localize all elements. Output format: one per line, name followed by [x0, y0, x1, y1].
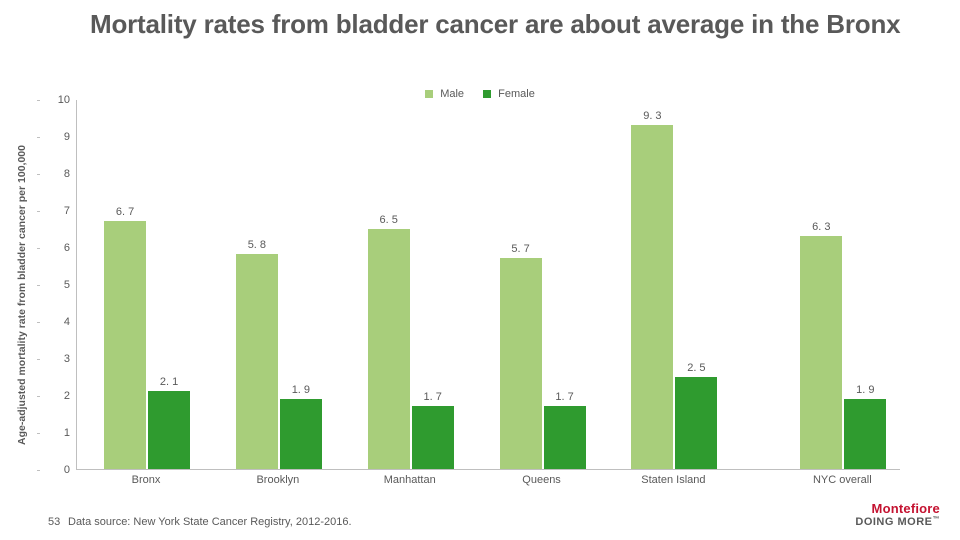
bar-value-label: 5. 8	[236, 239, 278, 251]
legend-label-female: Female	[498, 88, 535, 100]
category-label: Manhattan	[350, 474, 470, 486]
legend-swatch-male	[425, 90, 433, 98]
bar	[631, 125, 673, 469]
bar	[148, 391, 190, 469]
category-label: Bronx	[86, 474, 206, 486]
bar	[844, 399, 886, 469]
bar-value-label: 6. 5	[368, 214, 410, 226]
bar-value-label: 2. 1	[148, 376, 190, 388]
y-tick: 5	[64, 279, 70, 291]
bar-value-label: 5. 7	[500, 243, 542, 255]
bar-value-label: 1. 7	[544, 391, 586, 403]
legend-label-male: Male	[440, 88, 464, 100]
legend-swatch-female	[483, 90, 491, 98]
y-tick: 1	[64, 427, 70, 439]
category-label: NYC overall	[782, 474, 902, 486]
y-axis-label: Age-adjusted mortality rate from bladder…	[16, 145, 28, 445]
legend-item-male: Male	[425, 88, 464, 100]
y-tick: 6	[64, 242, 70, 254]
bar-value-label: 1. 9	[844, 384, 886, 396]
y-tick: 10	[58, 94, 70, 106]
legend-item-female: Female	[483, 88, 535, 100]
data-source: Data source: New York State Cancer Regis…	[68, 516, 352, 528]
x-axis-labels: Bronx Brooklyn Manhattan Queens Staten Islan…	[76, 474, 900, 490]
bar-value-label: 9. 3	[631, 110, 673, 122]
bar	[800, 236, 842, 469]
category-label: Brooklyn	[218, 474, 338, 486]
bar	[104, 221, 146, 469]
bar-value-label: 1. 7	[412, 391, 454, 403]
y-tick: 8	[64, 168, 70, 180]
bar-value-label: 1. 9	[280, 384, 322, 396]
bar-value-label: 6. 7	[104, 206, 146, 218]
brand-name: Montefiore	[855, 501, 940, 516]
bar	[500, 258, 542, 469]
bar	[280, 399, 322, 469]
bar	[236, 254, 278, 469]
bar	[368, 229, 410, 470]
y-axis-ticks: 012345678910	[40, 100, 76, 470]
category-label: Queens	[482, 474, 602, 486]
y-tick: 4	[64, 316, 70, 328]
y-tick: 0	[64, 464, 70, 476]
chart-legend: Male Female	[0, 88, 960, 100]
brand-logo: Montefiore DOING MORE™	[855, 501, 940, 528]
bar-value-label: 2. 5	[675, 362, 717, 374]
y-tick: 3	[64, 353, 70, 365]
y-tick: 9	[64, 131, 70, 143]
y-tick: 2	[64, 390, 70, 402]
bar	[412, 406, 454, 469]
page-title: Mortality rates from bladder cancer are …	[90, 10, 910, 40]
plot-area: 6. 7 2. 1 5. 8 1. 9 6. 5 1. 7 5. 7 1. 7 9. 3 2. 5…	[76, 100, 900, 470]
category-label: Staten Island	[613, 474, 733, 486]
chart: Age-adjusted mortality rate from bladder…	[40, 100, 900, 490]
bar-value-label: 6. 3	[800, 221, 842, 233]
page-number: 53	[48, 516, 60, 528]
brand-tagline: DOING MORE™	[855, 516, 940, 528]
y-tick: 7	[64, 205, 70, 217]
bar	[675, 377, 717, 470]
bar	[544, 406, 586, 469]
